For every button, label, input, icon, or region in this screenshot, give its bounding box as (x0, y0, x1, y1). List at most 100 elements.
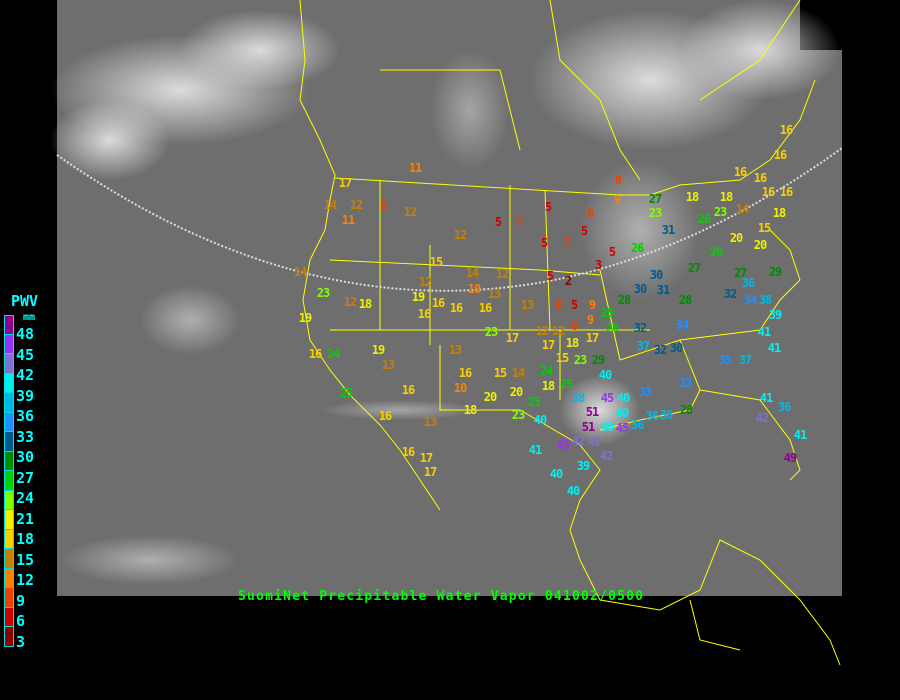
legend-tick-label: 15 (16, 550, 35, 569)
station-pwv-value: 16 (761, 185, 775, 199)
legend-tick-label: 6 (16, 612, 26, 630)
station-pwv-value: 30 (669, 341, 683, 355)
station-pwv-value: 26 (697, 212, 711, 226)
station-pwv-value: 25 (600, 306, 614, 320)
station-pwv-value: 31 (661, 223, 675, 237)
cloud-areas (50, 0, 840, 585)
station-pwv-value: 16 (401, 383, 415, 397)
legend-color-bin (4, 510, 14, 530)
station-pwv-value: 45 (600, 391, 614, 405)
station-pwv-value: 25 (527, 395, 541, 409)
station-pwv-value: 33 (638, 385, 652, 399)
station-pwv-value: 17 (338, 176, 352, 190)
station-pwv-value: 45 (615, 421, 629, 435)
station-pwv-value: 19 (371, 343, 385, 357)
horizon-arc (56, 147, 843, 292)
station-pwv-value: 18 (719, 190, 733, 204)
legend-color-bin (4, 471, 14, 491)
legend-tick-label: 3 (16, 632, 26, 651)
station-pwv-value: 32 (653, 343, 667, 357)
station-pwv-value: 20 (753, 238, 767, 252)
station-pwv-value: 30 (649, 268, 663, 282)
station-pwv-value: 14 (323, 198, 337, 212)
station-pwv-value: 13 (448, 343, 462, 357)
station-pwv-value: 45 (556, 438, 570, 452)
station-pwv-value: 18 (685, 190, 699, 204)
station-pwv-value: 12 (418, 275, 432, 289)
station-pwv-value: 5 (494, 215, 502, 229)
map-title: SuomiNet Precipitable Water Vapor 041002… (238, 589, 645, 604)
station-pwv-value: 18 (463, 403, 477, 417)
station-pwv-value: 8 (570, 319, 578, 333)
station-pwv-value: 27 (648, 192, 662, 206)
station-pwv-value: 5 (570, 298, 578, 312)
station-pwv-value: 18 (358, 297, 372, 311)
station-pwv-value: 23 (511, 408, 525, 422)
station-pwv-value: 40 (615, 406, 629, 420)
station-pwv-value: 13 (423, 415, 437, 429)
station-pwv-value: 14 (293, 265, 307, 279)
station-pwv-value: 41 (757, 325, 771, 339)
station-pwv-value: 16 (478, 301, 492, 315)
legend-color-bin (4, 393, 14, 413)
station-pwv-value: 36 (777, 400, 791, 414)
legend-tick-label: 39 (16, 386, 35, 405)
station-pwv-value: 42 (599, 449, 613, 463)
station-pwv-value: 37 (636, 339, 650, 353)
station-pwv-value: 30 (633, 282, 647, 296)
legend-color-bin (4, 334, 14, 354)
station-pwv-value: 23 (573, 353, 587, 367)
station-pwv-value: 34 (675, 318, 689, 332)
station-pwv-value: 7 (563, 236, 571, 250)
station-pwv-value: 33 (678, 376, 692, 390)
station-pwv-value: 16 (779, 123, 793, 137)
station-pwv-value: 29 (768, 265, 782, 279)
station-pwv-value: 38 (571, 391, 585, 405)
station-pwv-value: 24 (326, 347, 340, 361)
station-pwv-value: 18 (772, 206, 786, 220)
station-pwv-value: 34 (743, 293, 757, 307)
station-pwv-value: 15 (757, 221, 771, 235)
station-pwv-value: 16 (449, 301, 463, 315)
station-pwv-value: 16 (308, 347, 322, 361)
station-pwv-value: 2 (564, 274, 572, 288)
legend-color-bin (4, 315, 14, 335)
station-pwv-value: 17 (585, 331, 599, 345)
station-pwv-value: 19 (298, 311, 312, 325)
station-pwv-value: 17 (505, 331, 519, 345)
station-pwv-value: 16 (733, 165, 747, 179)
station-pwv-value: 39 (768, 308, 782, 322)
station-pwv-value: 5 (608, 245, 616, 259)
station-pwv-value: 36 (630, 418, 644, 432)
station-pwv-value: 5 (546, 269, 554, 283)
station-pwv-value: 41 (528, 443, 542, 457)
legend-tick-label: 21 (16, 509, 35, 528)
station-pwv-value: 15 (555, 351, 569, 365)
station-pwv-value: 41 (793, 428, 807, 442)
station-pwv-value: 32 (723, 287, 737, 301)
legend-color-bin (4, 627, 14, 647)
station-pwv-value: 16 (417, 307, 431, 321)
station-pwv-value: 12 (551, 324, 565, 338)
station-pwv-value: 25 (559, 377, 573, 391)
station-pwv-value: 5 (580, 224, 588, 238)
station-pwv-value: 16 (401, 445, 415, 459)
station-pwv-value: 11 (408, 161, 422, 175)
legend-tick-label: 24 (16, 489, 35, 507)
station-pwv-value: 11 (341, 213, 355, 227)
legend-color-bin (4, 588, 14, 608)
color-scale-bar (4, 315, 14, 647)
legend-color-bin (4, 412, 14, 432)
legend-tick-label: 9 (16, 591, 26, 610)
station-pwv-value: 10 (467, 282, 481, 296)
station-pwv-value: 10 (453, 381, 467, 395)
legend-title: PWV (11, 292, 39, 310)
station-pwv-value: 14 (465, 266, 479, 280)
station-pwv-value: 20 (729, 231, 743, 245)
station-pwv-value: 40 (549, 467, 563, 481)
legend-color-bin (4, 490, 14, 510)
station-pwv-value: 9 (613, 193, 621, 207)
station-pwv-value: 27 (687, 261, 701, 275)
